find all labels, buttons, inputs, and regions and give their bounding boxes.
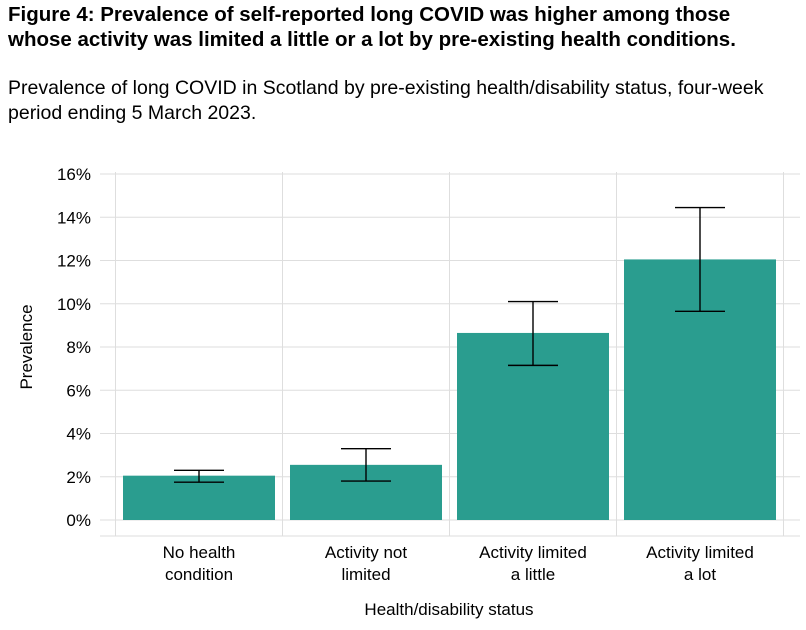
figure-title: Figure 4: Prevalence of self-reported lo… bbox=[8, 3, 736, 51]
y-axis-title: Prevalence bbox=[17, 304, 36, 389]
x-tick-label: Activity limited a lot bbox=[646, 543, 754, 584]
x-tick-label: No health condition bbox=[163, 543, 236, 584]
y-tick-label: 10% bbox=[57, 295, 91, 314]
bar bbox=[123, 475, 275, 520]
x-tick-label: Activity limited a little bbox=[479, 543, 587, 584]
y-tick-label: 12% bbox=[57, 252, 91, 271]
y-tick-label: 14% bbox=[57, 208, 91, 227]
y-tick-label: 4% bbox=[66, 425, 91, 444]
error-bars bbox=[174, 206, 725, 483]
x-tick-label: Activity not limited bbox=[325, 543, 407, 584]
x-tick-labels: No health condition Activity not limited Act… bbox=[163, 543, 754, 584]
x-axis-title: Health/disability status bbox=[364, 600, 533, 619]
figure-subtitle: Prevalence of long COVID in Scotland by … bbox=[8, 77, 764, 124]
y-tick-label: 2% bbox=[66, 468, 91, 487]
y-tick-label: 6% bbox=[66, 381, 91, 400]
y-tick-label: 16% bbox=[57, 165, 91, 184]
y-tick-label: 8% bbox=[66, 338, 91, 357]
y-tick-labels: 0% 2% 4% 6% 8% 10% 12% 14% 16% bbox=[57, 165, 91, 530]
y-tick-label: 0% bbox=[66, 511, 91, 530]
